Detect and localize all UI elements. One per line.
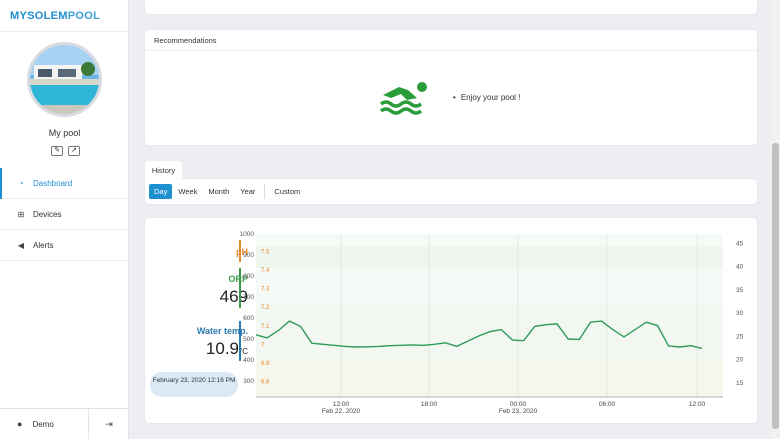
timestamp-badge: February 23, 2020 12:16 PM	[150, 372, 238, 397]
period-week-button[interactable]: Week	[178, 187, 198, 196]
sidebar: MYSOLEM POOL My pool ✎ ↗ ◔ Dashboard ⊞ De…	[0, 0, 129, 439]
brand-name-part1: MYSOLEM	[10, 9, 68, 22]
sitemap-icon: ⊞	[17, 209, 25, 219]
sidebar-item-alerts[interactable]: ◀ Alerts	[0, 230, 129, 261]
temp-value: 10.9°C	[206, 339, 248, 359]
user-name: Demo	[32, 419, 54, 429]
temp-label: Water temp.	[196, 326, 248, 336]
swimmer-icon	[377, 78, 429, 120]
pool-actions: ✎ ↗	[51, 146, 80, 156]
brand-name-part2: POOL	[67, 9, 101, 22]
sidebar-nav: ◔ Dashboard ⊞ Devices ◀ Alerts	[0, 168, 129, 261]
pool-avatar	[27, 42, 102, 117]
period-year-button[interactable]: Year	[240, 187, 256, 196]
period-divider	[264, 184, 266, 199]
recommendations-card: Recommendations Enjoy your pool !	[145, 30, 757, 145]
page-scrollbar[interactable]	[771, 0, 780, 439]
pool-name: My pool	[48, 128, 81, 138]
share-icon: ↗	[71, 147, 77, 154]
brand-logo[interactable]: MYSOLEM POOL	[0, 0, 128, 32]
period-custom-button[interactable]: Custom	[274, 187, 301, 196]
user-icon: ●	[17, 419, 23, 429]
temp-number: 10.9	[205, 339, 240, 358]
temp-bar	[239, 321, 241, 361]
sidebar-item-label: Dashboard	[33, 178, 73, 188]
sidebar-item-dashboard[interactable]: ◔ Dashboard	[0, 168, 129, 199]
user-menu[interactable]: ● Demo	[0, 409, 89, 439]
edit-pool-button[interactable]: ✎	[51, 146, 63, 156]
tab-history[interactable]: History	[145, 161, 182, 179]
sidebar-item-label: Devices	[33, 209, 62, 219]
temp-unit: °C	[239, 347, 248, 356]
orp-label: ORP	[228, 274, 248, 284]
previous-card	[145, 0, 757, 14]
orp-value: 469	[219, 287, 248, 306]
period-selector: Day Week Month Year Custom	[145, 179, 757, 204]
share-pool-button[interactable]: ↗	[68, 146, 80, 156]
scrollbar-thumb[interactable]	[772, 143, 779, 429]
period-day-button[interactable]: Day	[149, 184, 173, 199]
recommendations-title: Recommendations	[145, 30, 757, 51]
period-month-button[interactable]: Month	[208, 187, 230, 196]
gauge-icon: ◔	[18, 178, 24, 188]
recommendation-item: Enjoy your pool !	[453, 93, 521, 102]
sidebar-item-label: Alerts	[33, 240, 54, 250]
sidebar-footer: ● Demo ⇥	[0, 408, 129, 439]
sidebar-item-devices[interactable]: ⊞ Devices	[0, 199, 129, 230]
orp-bar	[239, 268, 241, 308]
logout-button[interactable]: ⇥	[89, 409, 129, 439]
sign-out-icon: ⇥	[105, 418, 113, 429]
bullhorn-icon: ◀	[17, 240, 25, 250]
ph-label: pH	[236, 247, 248, 257]
ph-bar	[239, 240, 241, 262]
pencil-icon: ✎	[54, 147, 60, 154]
